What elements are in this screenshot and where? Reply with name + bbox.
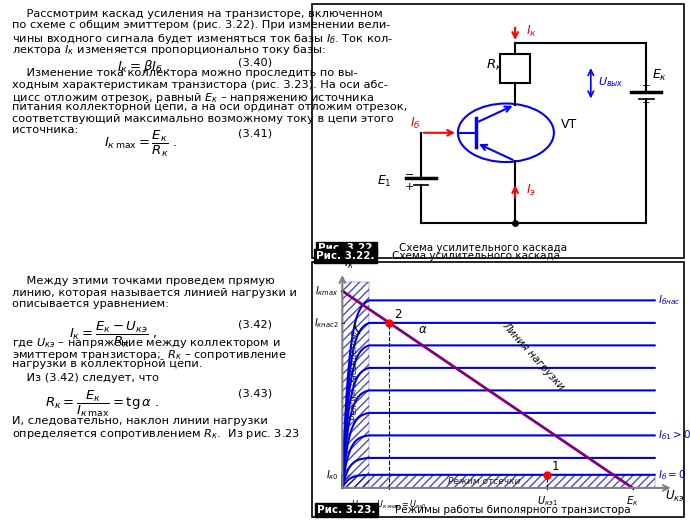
Text: ходным характеристикам транзистора (рис. 3.23). На оси абс-: ходным характеристикам транзистора (рис.… bbox=[12, 79, 388, 89]
Text: Рис. 3.22.: Рис. 3.22. bbox=[317, 243, 376, 253]
Text: $I_к$: $I_к$ bbox=[344, 256, 354, 271]
Text: 1: 1 bbox=[552, 460, 560, 473]
Text: Между этими точками проведем прямую: Между этими точками проведем прямую bbox=[12, 276, 275, 286]
Text: определяется сопротивлением $R_к$.  Из рис. 3.23: определяется сопротивлением $R_к$. Из ри… bbox=[12, 427, 300, 441]
Text: Из (3.42) следует, что: Из (3.42) следует, что bbox=[12, 373, 159, 383]
Text: Рис. 3.23.: Рис. 3.23. bbox=[317, 505, 376, 515]
Text: Изменение тока коллектора можно проследить по вы-: Изменение тока коллектора можно проследи… bbox=[12, 68, 358, 78]
Text: Рассмотрим каскад усиления на транзисторе, включенном: Рассмотрим каскад усиления на транзистор… bbox=[12, 9, 383, 19]
Text: $E_к$: $E_к$ bbox=[627, 495, 639, 508]
Text: $I_к = \dfrac{E_к - U_{кэ}}{R_к}$ ,: $I_к = \dfrac{E_к - U_{кэ}}{R_к}$ , bbox=[69, 320, 157, 350]
Text: 2: 2 bbox=[394, 308, 402, 321]
Text: $I_{к0}$: $I_{к0}$ bbox=[326, 468, 339, 482]
Text: Режимы работы биполярного транзистора: Режимы работы биполярного транзистора bbox=[395, 505, 630, 515]
Text: И, следовательно, наклон линии нагрузки: И, следовательно, наклон линии нагрузки bbox=[12, 416, 268, 426]
Text: $U_{кэ1}$: $U_{кэ1}$ bbox=[537, 495, 558, 508]
Text: (3.40): (3.40) bbox=[238, 58, 272, 68]
Text: $U_{вых}$: $U_{вых}$ bbox=[598, 76, 624, 89]
Text: $R_к$: $R_к$ bbox=[486, 58, 502, 74]
Text: нагрузки в коллекторной цепи.: нагрузки в коллекторной цепи. bbox=[12, 359, 203, 369]
Text: (3.41): (3.41) bbox=[238, 129, 272, 139]
Text: лектора $I_к$ изменяется пропорционально току базы:: лектора $I_к$ изменяется пропорционально… bbox=[12, 43, 326, 57]
Text: $U_{кэ2} = U_{кэ нас} = U_{кэ0}$: $U_{кэ2} = U_{кэ нас} = U_{кэ0}$ bbox=[351, 498, 427, 510]
Text: (3.42): (3.42) bbox=[238, 320, 272, 330]
Text: $I_к$: $I_к$ bbox=[526, 24, 537, 39]
Text: $I_{б нас}$: $I_{б нас}$ bbox=[658, 294, 680, 307]
Text: $-$: $-$ bbox=[640, 96, 650, 105]
Text: $I_{б1} > 0$: $I_{б1} > 0$ bbox=[658, 428, 690, 442]
Text: Линия нагрузки: Линия нагрузки bbox=[500, 321, 566, 393]
Text: Схема усилительного каскада: Схема усилительного каскада bbox=[392, 251, 560, 261]
Text: эмиттером транзистора;  $R_к$ – сопротивление: эмиттером транзистора; $R_к$ – сопротивл… bbox=[12, 348, 287, 362]
Text: Схема усилительного каскада: Схема усилительного каскада bbox=[399, 243, 567, 253]
Text: $R_к = \dfrac{E_к}{I_{к\,\rm{max}}} = \mathrm{tg}\,\alpha$ .: $R_к = \dfrac{E_к}{I_{к\,\rm{max}}} = \m… bbox=[45, 389, 159, 419]
Text: $\alpha$: $\alpha$ bbox=[417, 323, 427, 336]
Text: по схеме с общим эмиттером (рис. 3.22). При изменении вели-: по схеме с общим эмиттером (рис. 3.22). … bbox=[12, 20, 391, 30]
Text: $-$: $-$ bbox=[404, 168, 415, 178]
Text: $+$: $+$ bbox=[640, 80, 650, 91]
Text: цисс отложим отрезок, равный $E_к$ – напряжению источника: цисс отложим отрезок, равный $E_к$ – нап… bbox=[12, 91, 375, 105]
Text: линию, которая называется линией нагрузки и: линию, которая называется линией нагрузк… bbox=[12, 288, 297, 297]
Text: Режим насыщения: Режим насыщения bbox=[350, 331, 359, 420]
Text: $I_к = \beta I_б$ .: $I_к = \beta I_б$ . bbox=[117, 58, 171, 75]
FancyBboxPatch shape bbox=[500, 54, 530, 83]
Text: $U_{кэ}$: $U_{кэ}$ bbox=[665, 489, 685, 504]
Text: $+$: $+$ bbox=[404, 181, 415, 192]
Text: (3.43): (3.43) bbox=[238, 389, 272, 399]
Text: соответствующий максимально возможному току в цепи этого: соответствующий максимально возможному т… bbox=[12, 114, 394, 124]
Text: $I_б = 0$: $I_б = 0$ bbox=[658, 468, 687, 482]
Text: источника:: источника: bbox=[12, 125, 79, 135]
Text: $E_1$: $E_1$ bbox=[377, 174, 391, 189]
Text: Рис. 3.22.: Рис. 3.22. bbox=[316, 251, 375, 261]
Text: $I_{к\,\rm{max}} = \dfrac{E_к}{R_к}$ .: $I_{к\,\rm{max}} = \dfrac{E_к}{R_к}$ . bbox=[104, 129, 177, 159]
Text: $I_{к max}$: $I_{к max}$ bbox=[315, 284, 339, 298]
Text: питания коллекторной цепи, а на оси ординат отложим отрезок,: питания коллекторной цепи, а на оси орди… bbox=[12, 102, 408, 112]
Text: Режим отсечки: Режим отсечки bbox=[448, 477, 520, 486]
Text: где $U_{кэ}$ – напряжение между коллектором и: где $U_{кэ}$ – напряжение между коллекто… bbox=[12, 336, 281, 350]
Text: $I_э$: $I_э$ bbox=[526, 183, 536, 198]
Text: VT: VT bbox=[561, 118, 578, 131]
Text: чины входного сигнала будет изменяться ток базы $I_б$. Ток кол-: чины входного сигнала будет изменяться т… bbox=[12, 32, 393, 45]
Text: описывается уравнением:: описывается уравнением: bbox=[12, 299, 170, 309]
Text: $I_б$: $I_б$ bbox=[410, 116, 421, 131]
Text: $E_к$: $E_к$ bbox=[652, 68, 667, 83]
Text: $I_{к нас2}$: $I_{к нас2}$ bbox=[314, 316, 339, 330]
